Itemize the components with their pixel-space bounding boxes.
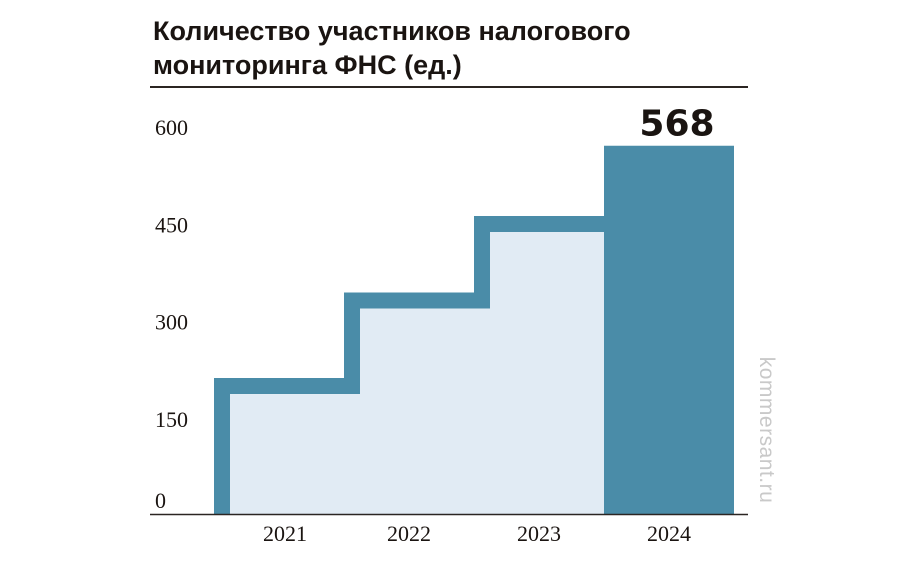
bar-2021 bbox=[214, 394, 344, 514]
chart-title-line-2: мониторинга ФНС (ед.) bbox=[153, 50, 462, 80]
bar-2024 bbox=[604, 145, 734, 514]
bars-group bbox=[214, 145, 734, 514]
y-axis-ticks: 0 150 300 450 600 bbox=[155, 115, 188, 513]
y-tick-label-450: 450 bbox=[155, 212, 188, 237]
y-tick-label-300: 300 bbox=[155, 310, 188, 335]
y-tick-label-150: 150 bbox=[155, 407, 188, 432]
x-category-label-2023: 2023 bbox=[517, 521, 561, 546]
y-tick-label-0: 0 bbox=[155, 488, 166, 513]
data-label-2024: 568 bbox=[639, 104, 714, 145]
title-divider bbox=[150, 86, 748, 88]
bar-2023 bbox=[474, 231, 604, 514]
data-labels: 568 bbox=[639, 104, 714, 145]
x-axis-categories: 2021 2022 2023 2024 bbox=[263, 521, 691, 546]
y-tick-label-600: 600 bbox=[155, 115, 188, 140]
x-category-label-2022: 2022 bbox=[387, 521, 431, 546]
chart-title-line-1: Количество участников налогового bbox=[153, 16, 631, 46]
chart-title: Количество участников налогового монитор… bbox=[153, 14, 753, 82]
x-category-label-2021: 2021 bbox=[263, 521, 307, 546]
bar-2022 bbox=[344, 308, 474, 514]
watermark: kommersant.ru bbox=[755, 356, 778, 504]
step-outline bbox=[214, 215, 604, 514]
x-category-label-2024: 2024 bbox=[647, 521, 691, 546]
